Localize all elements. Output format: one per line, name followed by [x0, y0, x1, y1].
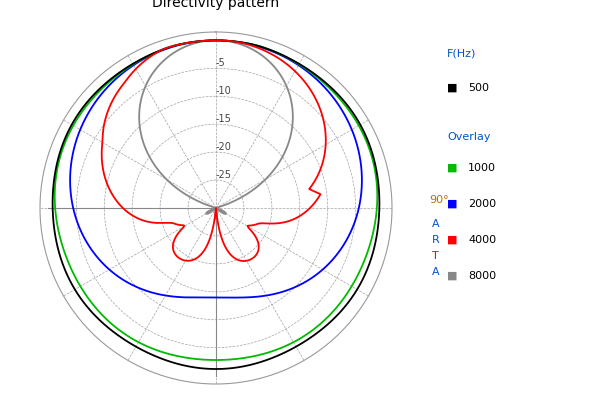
Text: -150°: -150°	[0, 399, 1, 400]
Text: ■: ■	[447, 199, 458, 209]
Text: 4000: 4000	[468, 235, 496, 245]
Text: A: A	[432, 267, 439, 277]
Text: R: R	[432, 235, 439, 245]
Text: 90°: 90°	[0, 399, 1, 400]
Text: 150°: 150°	[0, 399, 1, 400]
Text: 60°: 60°	[0, 399, 1, 400]
Text: -60°: -60°	[0, 399, 1, 400]
Text: F(Hz): F(Hz)	[447, 48, 476, 58]
Text: -120°: -120°	[0, 399, 1, 400]
Text: ■: ■	[447, 83, 458, 93]
Text: ■: ■	[447, 235, 458, 245]
Text: ■: ■	[447, 271, 458, 281]
Title: Directivity pattern: Directivity pattern	[152, 0, 280, 10]
Text: 90°: 90°	[429, 195, 449, 205]
Text: 120°: 120°	[0, 399, 1, 400]
Text: -90°: -90°	[0, 399, 1, 400]
Text: T: T	[432, 251, 439, 261]
Text: 180°: 180°	[0, 399, 1, 400]
Text: 0°/ 0 dB: 0°/ 0 dB	[0, 399, 1, 400]
Text: ■: ■	[447, 163, 458, 173]
Text: Overlay: Overlay	[447, 132, 491, 142]
Text: 1000: 1000	[468, 163, 496, 173]
Text: A: A	[432, 219, 439, 229]
Text: -30°: -30°	[0, 399, 1, 400]
Text: 2000: 2000	[468, 199, 496, 209]
Text: 500: 500	[468, 83, 489, 93]
Text: 30°: 30°	[0, 399, 1, 400]
Text: 8000: 8000	[468, 271, 496, 281]
